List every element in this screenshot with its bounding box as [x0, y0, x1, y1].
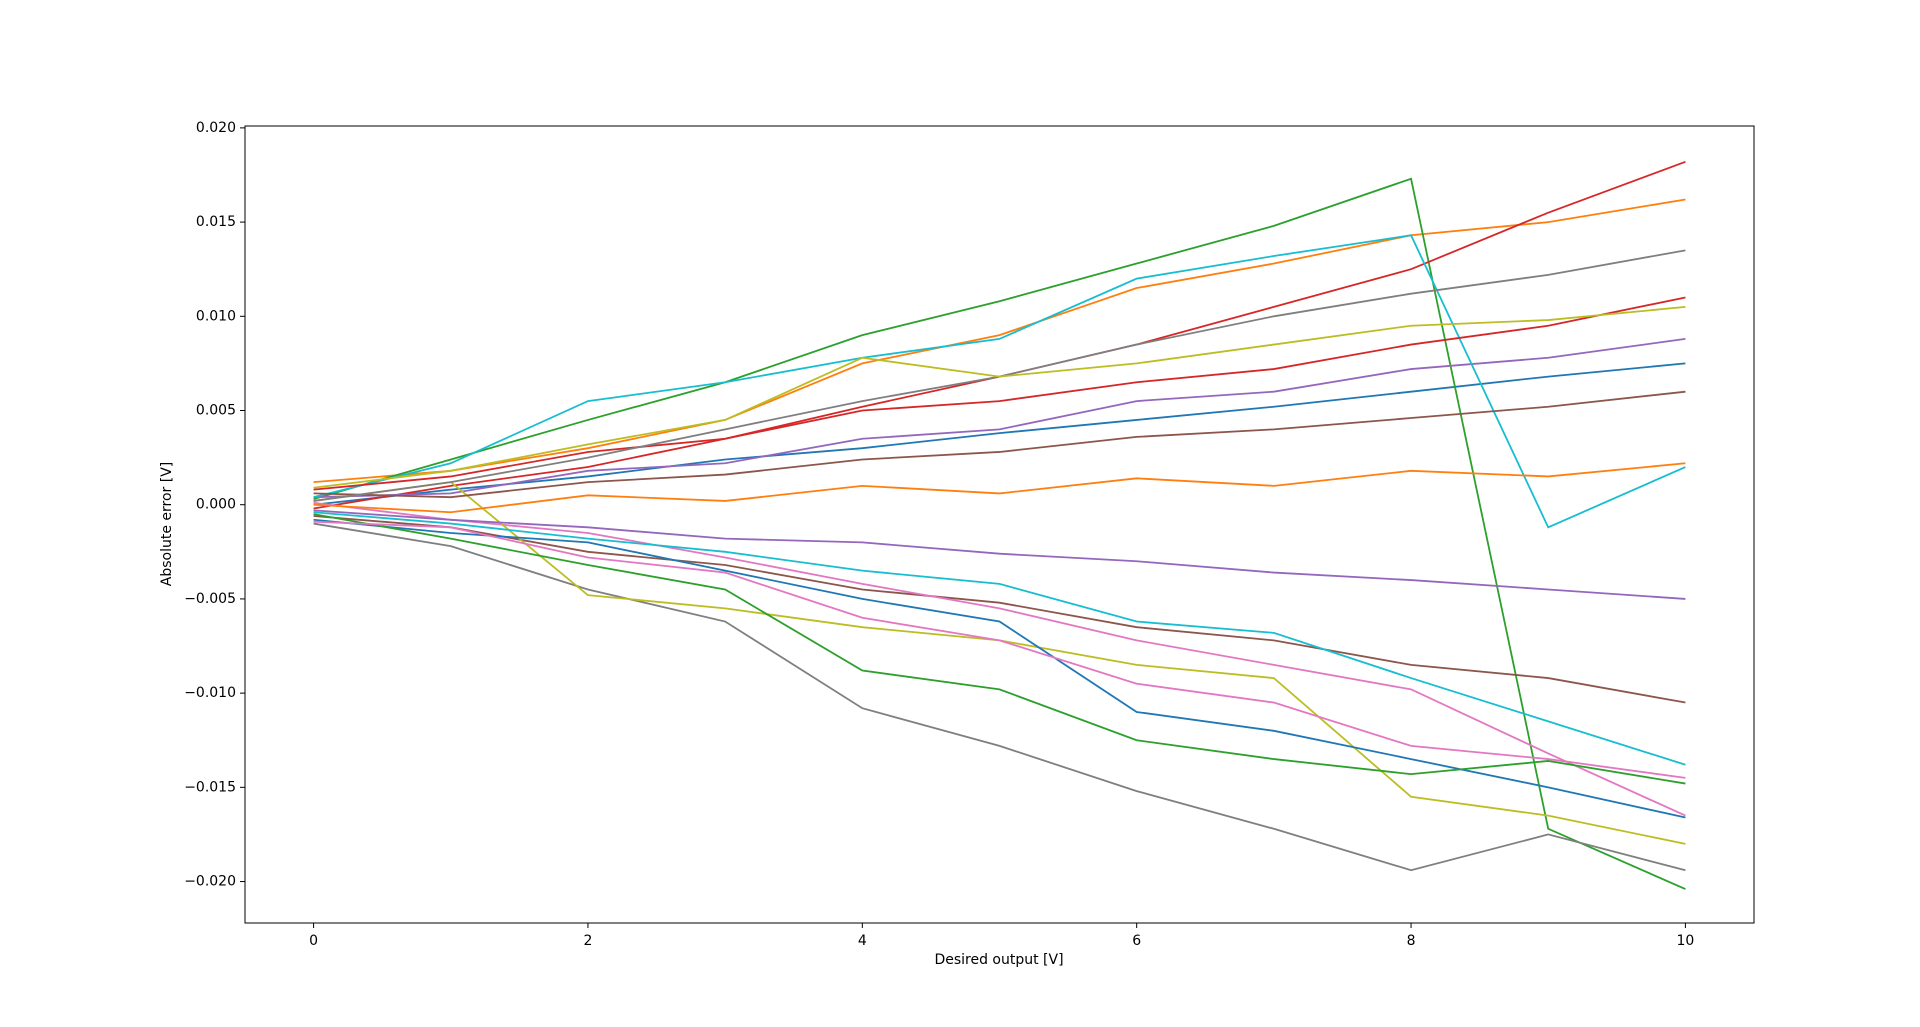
series-line [313, 390, 1686, 499]
x-tick-label: 6 [1132, 933, 1141, 949]
y-tick-label: −0.020 [184, 874, 236, 890]
series-line [313, 234, 1686, 529]
plot-lines [313, 160, 1686, 890]
x-tick-label: 10 [1676, 933, 1694, 949]
y-tick-label: 0.005 [196, 403, 236, 419]
series-line [313, 305, 1686, 489]
y-tick-label: −0.010 [184, 685, 236, 701]
series-line [313, 520, 1686, 779]
series-line [313, 515, 1686, 704]
plot-frame [244, 125, 1755, 924]
series-line [313, 362, 1686, 506]
series-line [313, 338, 1686, 499]
series-line [313, 501, 1686, 817]
series-line [313, 513, 1686, 785]
series-line [313, 522, 1686, 872]
series-line [313, 177, 1686, 890]
y-tick-label: 0.000 [196, 497, 236, 513]
series-line [313, 511, 1686, 766]
series-line [313, 462, 1686, 514]
series-line [313, 296, 1686, 491]
x-tick-label: 0 [309, 933, 318, 949]
x-tick-label: 4 [858, 933, 867, 949]
x-tick-label: 8 [1407, 933, 1416, 949]
y-tick-label: 0.010 [196, 308, 236, 324]
y-tick-label: 0.015 [196, 214, 236, 230]
y-tick-label: 0.020 [196, 120, 236, 136]
y-tick-label: −0.005 [184, 591, 236, 607]
series-line [313, 509, 1686, 600]
x-tick-label: 2 [583, 933, 592, 949]
series-line [313, 198, 1686, 484]
series-line [313, 518, 1686, 819]
y-axis-label: Absolute error [V] [159, 462, 175, 586]
x-axis-label: Desired output [V] [934, 952, 1063, 968]
y-tick-label: −0.015 [184, 779, 236, 795]
